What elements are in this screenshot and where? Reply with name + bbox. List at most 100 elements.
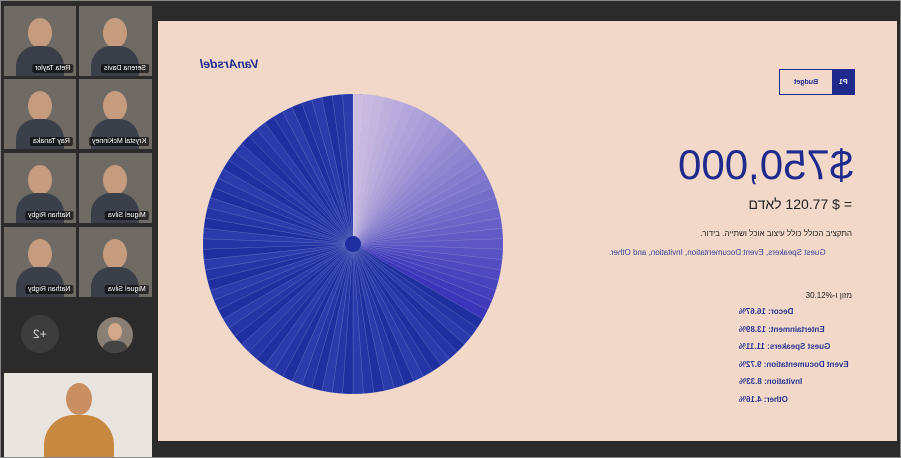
pie-wedge — [352, 243, 484, 329]
participant-tile[interactable]: Krystal McKinney — [79, 79, 152, 149]
pie-wedge — [256, 122, 354, 245]
pie-wedge — [210, 243, 354, 301]
participant-tile[interactable]: Miguel Silva — [79, 153, 152, 223]
pie-wedge — [241, 243, 354, 353]
pie-wedge — [352, 243, 433, 377]
pie-wedge — [352, 143, 472, 245]
pie-wedge — [321, 95, 354, 245]
description-en: Guest Speakers, Event Documentation, Inv… — [609, 248, 826, 257]
pie-wedge — [352, 151, 478, 245]
participant-head — [28, 239, 52, 269]
pie-wedge — [352, 116, 442, 245]
pie-wedge — [264, 116, 354, 245]
pie-wedge — [352, 228, 504, 245]
pie-wedge — [352, 243, 442, 372]
page-label: P1 — [838, 78, 848, 86]
pie-wedge — [352, 243, 496, 301]
pie-wedge — [301, 243, 354, 389]
pie-wedge — [217, 168, 354, 245]
participant-tile[interactable]: Ray Tanaka — [4, 79, 76, 149]
pie-wedge — [205, 207, 354, 245]
participant-tile[interactable]: Reta Taylor — [4, 6, 76, 76]
pie-wedge — [248, 128, 354, 245]
participant-tile[interactable]: Miguel Silva — [79, 227, 152, 297]
participant-avatar[interactable] — [97, 317, 133, 353]
pie-wedge — [352, 243, 499, 291]
pie-wedge — [273, 111, 354, 245]
pie-wedge — [352, 243, 504, 260]
pie-wedge — [352, 243, 465, 353]
pie-wedge — [203, 217, 354, 245]
participant-head — [103, 18, 127, 48]
pie-wedge — [352, 128, 458, 245]
description-he: התקציב הכולל כולל עיצוב אוכל ושתייה. ביד… — [700, 229, 852, 238]
pie-wedge — [352, 177, 493, 245]
participant-name: Krystal McKinney — [88, 137, 149, 146]
pie-wedge — [291, 102, 354, 245]
pie-wedge — [264, 243, 354, 372]
pie-wedge — [202, 238, 354, 250]
section-label: Budget — [793, 78, 819, 86]
participant-name: Miguel Silva — [105, 285, 149, 294]
pie-wedge — [273, 243, 354, 377]
participant-name: Miguel Silva — [105, 211, 149, 220]
pie-wedge — [352, 243, 375, 394]
pie-wedge — [222, 243, 354, 329]
breakdown-item: Guest Speakers: 11.11% — [739, 342, 831, 351]
budget-amount: $750,000 — [678, 141, 854, 188]
pie-wedge — [256, 243, 354, 366]
pie-wedge — [352, 106, 424, 245]
pie-wedge — [207, 243, 354, 291]
participant-head — [103, 165, 127, 195]
participant-head — [103, 91, 127, 121]
participant-tile[interactable]: Nathan Rigby — [4, 227, 76, 297]
participant-name: Ray Tanaka — [30, 137, 73, 146]
breakdown-item: Invitation: 8.33% — [739, 377, 803, 386]
participant-name: Nathan Rigby — [24, 211, 73, 220]
pie-wedge — [203, 243, 354, 271]
pie-wedge — [352, 102, 415, 245]
pie-wedge — [248, 243, 354, 360]
logo: VanArsdel — [200, 57, 259, 71]
pie-wedge — [352, 207, 501, 245]
pie-wedge — [352, 93, 364, 245]
pie-wedge — [352, 243, 489, 320]
pie-wedge — [352, 243, 493, 311]
pie-wedge — [342, 243, 354, 395]
participant-name: Serena Davis — [100, 64, 149, 73]
participant-head — [28, 91, 52, 121]
pie-wedge — [321, 243, 354, 393]
pie-wedge — [205, 243, 354, 281]
pie-wedge — [228, 243, 354, 337]
pie-wedge — [352, 159, 484, 245]
pie-wedge — [352, 97, 395, 245]
participant-tile[interactable]: Nathan Rigby — [4, 153, 76, 223]
pie-wedge — [352, 122, 450, 245]
breakdown-item: Decor: 16.67% — [739, 307, 794, 316]
pie-wedge — [352, 243, 458, 360]
slide-tag: Budget P1 — [779, 69, 855, 95]
pie-center — [345, 236, 361, 252]
overflow-button[interactable]: +2 — [21, 315, 59, 353]
pie-wedge — [331, 243, 354, 394]
pie-wedge — [352, 94, 375, 245]
pie-wedge — [352, 168, 489, 245]
pie-wedge — [352, 243, 501, 281]
participant-tile[interactable]: Serena Davis — [79, 6, 152, 76]
breakdown-item: Other: 4.16% — [739, 394, 788, 404]
pie-wedge — [241, 135, 354, 245]
per-person: = $ 120.77 לאדם — [748, 196, 852, 212]
pie-wedge — [352, 243, 415, 386]
pie-wedge — [228, 151, 354, 245]
pie-wedge — [352, 243, 385, 393]
pie-wedge — [352, 238, 504, 250]
pie-wedge — [352, 243, 395, 391]
pie-wedge — [222, 159, 354, 245]
pie-wedge — [352, 197, 499, 245]
pie-wedge — [282, 106, 354, 245]
self-video — [4, 373, 152, 457]
pie-wedge — [352, 243, 364, 395]
participant-name: Nathan Rigby — [24, 285, 73, 294]
pie-wedge — [213, 177, 354, 245]
pie-wedge — [352, 243, 424, 382]
